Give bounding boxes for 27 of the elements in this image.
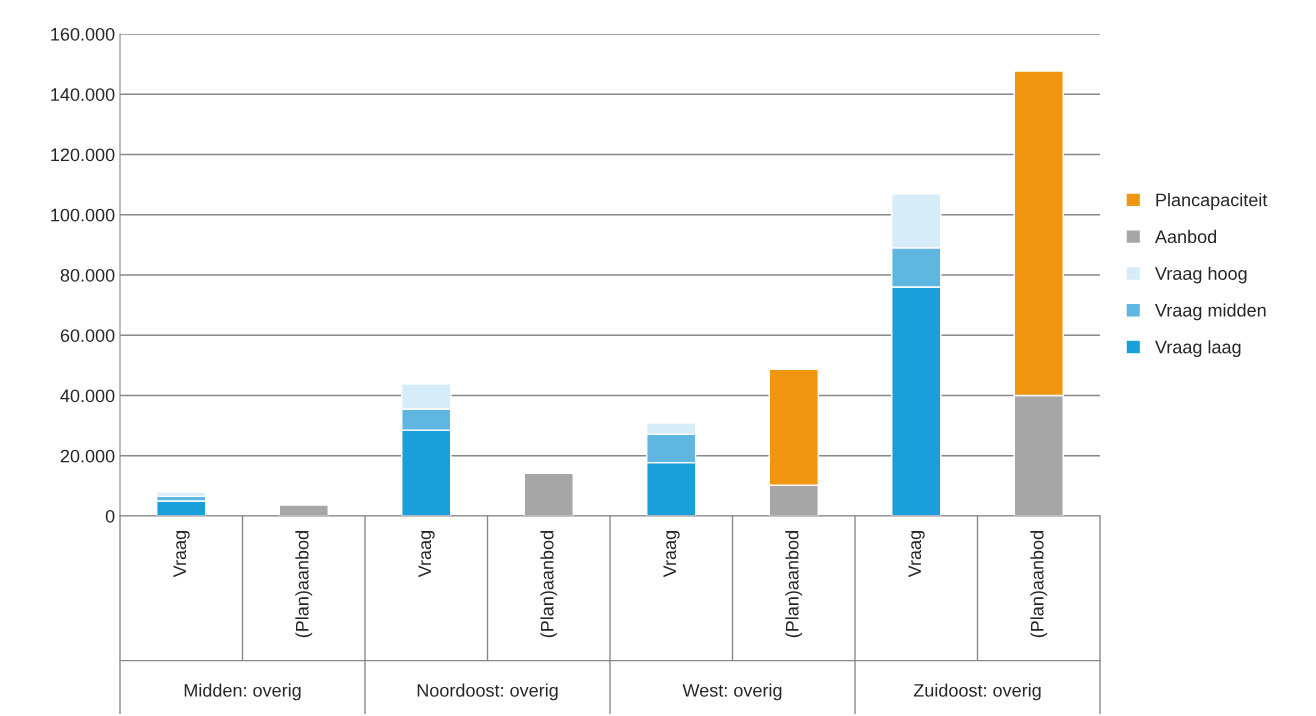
x-tick-label: Vraag: [418, 531, 435, 578]
text: Noordoost: overig: [417, 683, 558, 701]
x-tick-label: Vraag: [173, 531, 190, 578]
y-tick-label: 0: [105, 509, 115, 523]
x-tick-label: (Plan)aanbod: [540, 531, 558, 638]
y-tick-label: 100.000: [51, 208, 115, 222]
y-tick-label: 80.000: [60, 268, 115, 282]
legend-label: Vraag hoog: [1155, 266, 1247, 284]
text: West: overig: [682, 683, 782, 701]
y-tick-label: 40.000: [60, 389, 115, 403]
legend-label: Aanbod: [1154, 229, 1217, 244]
y-tick-label: 60.000: [60, 329, 115, 342]
y-tick-label: 20.000: [60, 449, 115, 463]
text: Zuidoost: overig: [913, 683, 1041, 701]
x-tick-label: (Plan)aanbod: [1030, 531, 1048, 638]
x-tick-label: (Plan)aanbod: [785, 531, 803, 638]
legend-label: Vraag midden: [1155, 303, 1266, 321]
bar: [523, 472, 574, 516]
y-tick-label: 160.000: [51, 27, 115, 41]
legend-label: Plancapaciteit: [1156, 193, 1268, 210]
x-tick-label: (Plan)aanbod: [295, 531, 313, 638]
x-tick-label: Vraag: [908, 531, 925, 578]
y-tick-label: 140.000: [51, 88, 115, 101]
legend-label: Vraag laag: [1155, 340, 1241, 358]
x-tick-label: Vraag: [663, 531, 680, 578]
y-tick-label: 120.000: [51, 148, 115, 162]
text: Midden: overig: [184, 683, 301, 701]
